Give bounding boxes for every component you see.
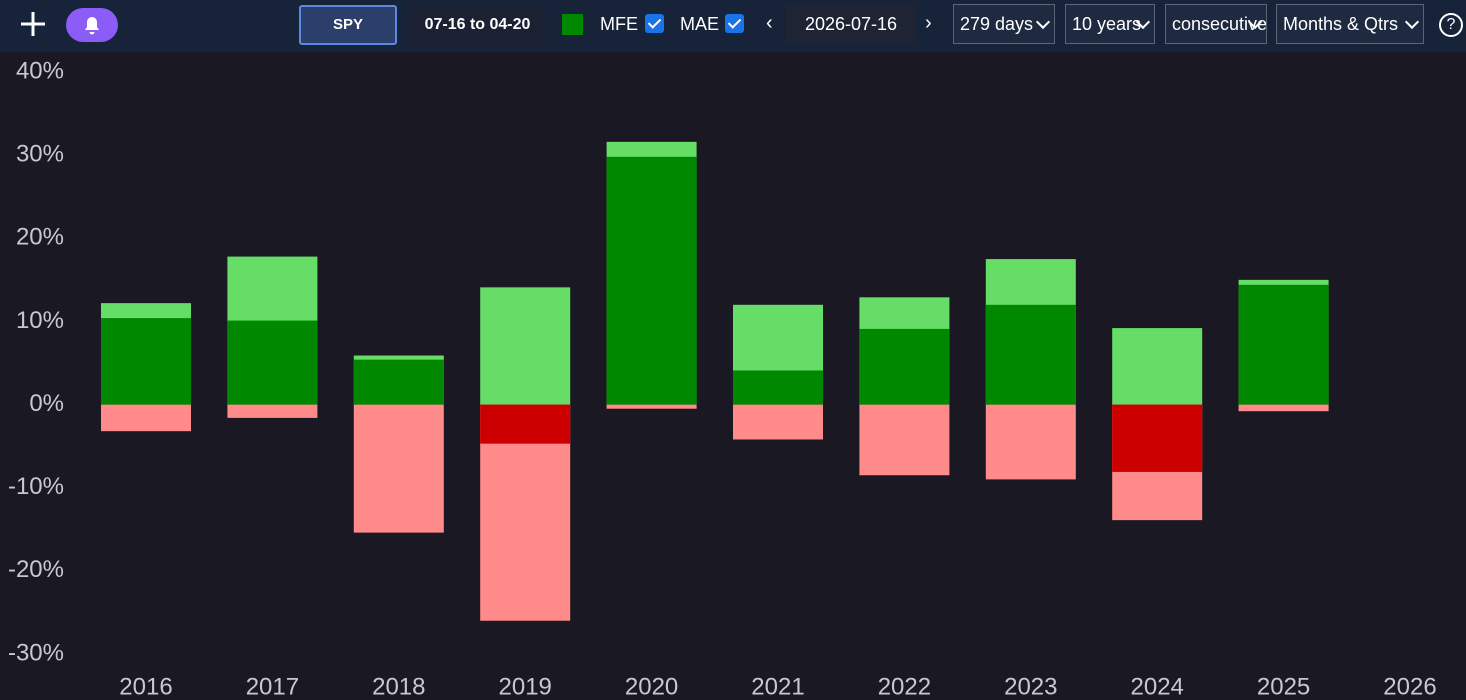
bar (733, 404, 823, 440)
bar (606, 156, 697, 405)
bar (353, 359, 444, 405)
bar (985, 404, 1076, 480)
bar (353, 404, 444, 533)
next-button[interactable]: › (925, 12, 932, 34)
bar (101, 404, 191, 432)
bar (1112, 328, 1203, 405)
bar (227, 404, 318, 418)
toolbar: SPY 07-16 to 04-20 MFE MAE ‹ 2026-07-16 … (0, 0, 1466, 52)
chart: -30% -20% -10% 0% 10% 20% 30% 40% 2016 2017 2018 20… (8, 57, 1437, 700)
x-tick-label: 2019 (499, 673, 552, 700)
y-tick-label: -30% (8, 639, 64, 666)
bar (985, 304, 1076, 405)
dropdown[interactable]: consecutive (1165, 4, 1267, 44)
y-tick-label: -20% (8, 556, 64, 583)
bar (101, 318, 191, 405)
bar (1238, 404, 1329, 412)
alert-button[interactable] (66, 8, 118, 42)
x-tick-label: 2024 (1131, 673, 1184, 700)
bar (1112, 404, 1203, 472)
y-tick-label: -10% (8, 473, 64, 500)
y-tick-label: 40% (16, 57, 64, 84)
x-tick-label: 2026 (1383, 673, 1436, 700)
bar (1238, 284, 1329, 405)
legend-label: MFE (600, 14, 638, 34)
x-tick-label: 2017 (246, 673, 299, 700)
bar (227, 320, 318, 405)
legend-swatch (562, 14, 583, 35)
legend-label: MAE (680, 14, 720, 34)
help-button[interactable]: ? (1439, 13, 1463, 37)
dropdown[interactable]: 279 days (953, 4, 1055, 44)
x-tick-label: 2023 (1004, 673, 1057, 700)
mae-checkbox[interactable] (725, 14, 744, 33)
x-tick-label: 2016 (119, 673, 172, 700)
add-button[interactable] (18, 9, 48, 39)
date-box[interactable]: 2026-07-16 (786, 4, 916, 44)
date-range: 07-16 to 04-20 (410, 5, 545, 45)
bar (480, 287, 571, 405)
x-tick-label: 2020 (625, 673, 678, 700)
mfe-checkbox[interactable] (645, 14, 664, 33)
ticker-button[interactable]: SPY (299, 5, 397, 45)
x-tick-label: 2021 (751, 673, 804, 700)
prev-button[interactable]: ‹ (766, 12, 773, 34)
bar (733, 370, 823, 405)
bar (859, 404, 950, 476)
y-tick-label: 20% (16, 224, 64, 251)
dropdown[interactable]: 10 years (1065, 4, 1155, 44)
x-tick-label: 2025 (1257, 673, 1310, 700)
x-tick-label: 2018 (372, 673, 425, 700)
bar (480, 404, 571, 444)
dropdown[interactable]: Months & Qtrs (1276, 4, 1424, 44)
bar (606, 404, 697, 409)
y-tick-label: 10% (16, 307, 64, 334)
y-tick-label: 30% (16, 140, 64, 167)
x-tick-label: 2022 (878, 673, 931, 700)
bar (859, 328, 950, 405)
y-tick-label: 0% (29, 390, 64, 417)
